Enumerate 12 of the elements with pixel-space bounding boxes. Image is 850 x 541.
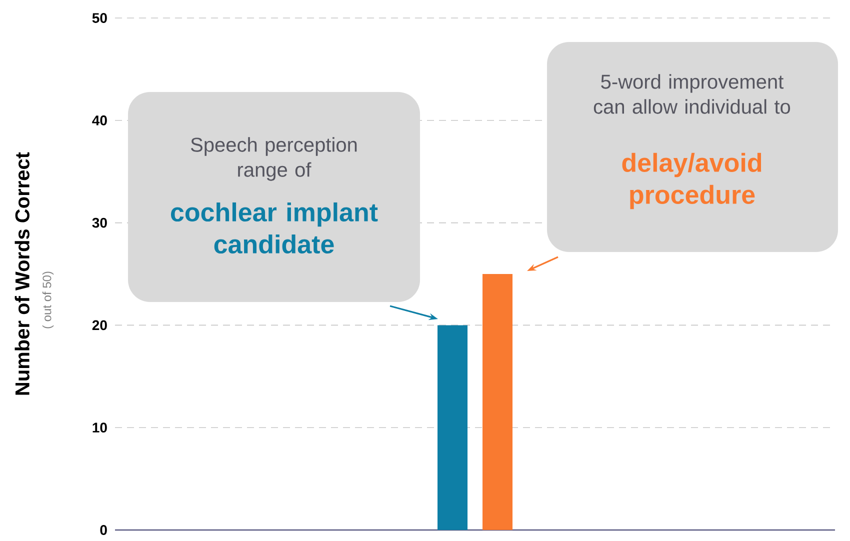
y-tick-label: 50 — [92, 13, 107, 23]
annotation: delay/avoid procedure — [622, 152, 762, 210]
annotation: Speech perception range of — [190, 137, 357, 181]
y-tick-label: 30 — [92, 218, 107, 228]
text: ( out of 50) — [42, 272, 54, 328]
annotation: cochlear implant candidate — [170, 202, 378, 254]
y-axis-title: Number of Words Correct — [14, 152, 30, 395]
y-tick-label: 20 — [92, 320, 107, 330]
y-tick-label: 0 — [100, 525, 107, 535]
y-tick-label: 40 — [92, 115, 107, 126]
annotation: 5-word improvement can allow individual to — [594, 74, 790, 114]
y-tick-label: 10 — [92, 422, 107, 433]
